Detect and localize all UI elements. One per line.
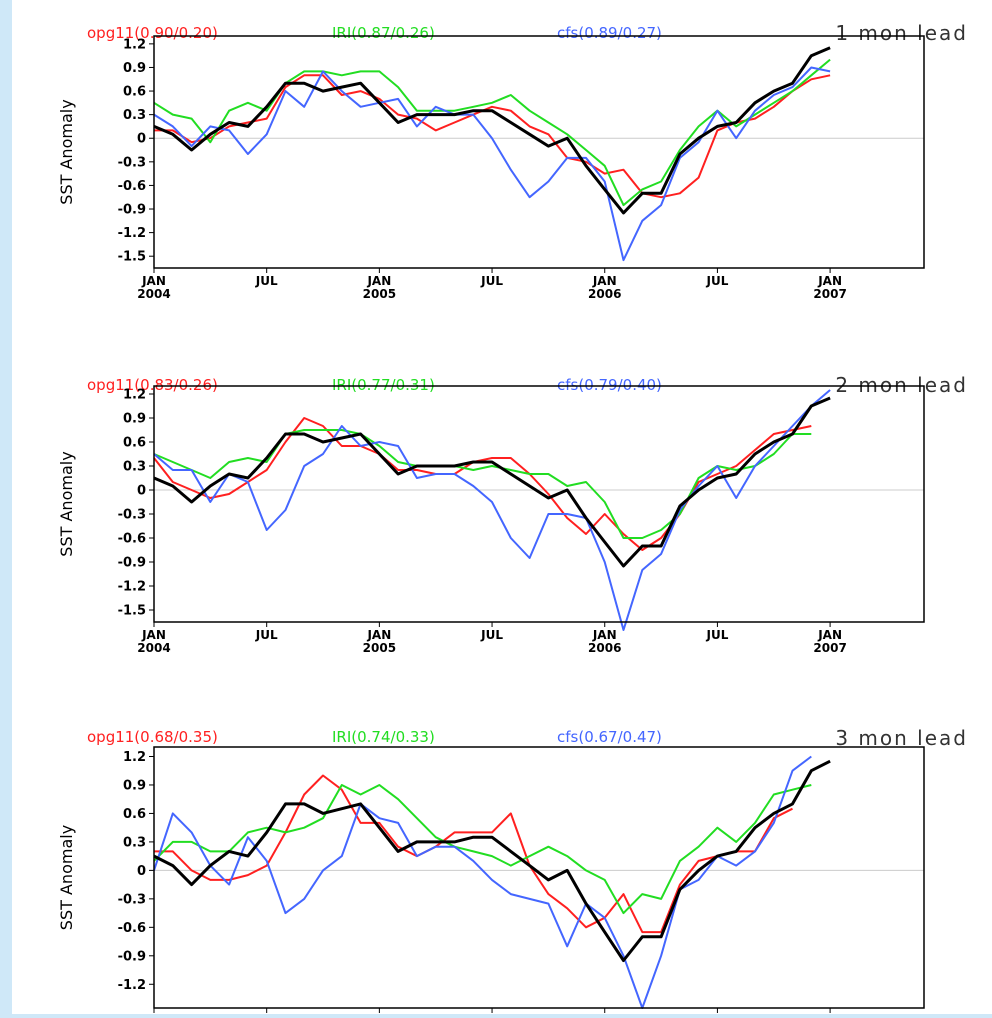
chart-panel-2: opg11(0.83/0.26) IRI(0.77/0.31) cfs(0.79/0… bbox=[57, 373, 968, 655]
legend-IRI: IRI(0.87/0.26) bbox=[332, 24, 435, 42]
series-line-observed bbox=[153, 759, 831, 962]
y-tick-label: 0 bbox=[137, 132, 146, 147]
y-tick-label: 1.2 bbox=[123, 388, 146, 403]
y-tick-label: -0.9 bbox=[118, 949, 146, 964]
y-tick-label: 0.9 bbox=[123, 778, 146, 793]
x-tick-label: JAN bbox=[592, 628, 617, 642]
lead-label: 1 mon lead bbox=[835, 21, 968, 45]
y-tick-label: -0.6 bbox=[118, 921, 146, 936]
series-line-opg11 bbox=[154, 774, 793, 934]
y-tick-label: -0.9 bbox=[118, 203, 146, 218]
y-tick-label: 0.3 bbox=[123, 835, 146, 850]
x-tick-label: JAN bbox=[141, 628, 166, 642]
chart-panel-3: opg11(0.68/0.35) IRI(0.74/0.33) cfs(0.67/0… bbox=[57, 726, 968, 1018]
y-tick-label: 0.9 bbox=[123, 61, 146, 76]
y-tick-label: -0.3 bbox=[118, 508, 146, 523]
y-tick-label: -0.3 bbox=[118, 155, 146, 170]
x-tick-label: JAN bbox=[366, 274, 391, 288]
x-tick-year: 2005 bbox=[363, 641, 396, 655]
x-tick-label: JAN bbox=[817, 628, 842, 642]
y-tick-label: 0.3 bbox=[123, 460, 146, 475]
y-tick-label: 1.2 bbox=[123, 37, 146, 52]
x-tick-label: JAN bbox=[366, 628, 391, 642]
plot-frame bbox=[153, 385, 925, 623]
lead-label: 3 mon lead bbox=[835, 726, 968, 750]
series-line-IRI bbox=[153, 58, 831, 207]
y-tick-label: 1.2 bbox=[123, 750, 146, 765]
y-tick-label: 0.6 bbox=[123, 85, 146, 100]
series-line-observed bbox=[153, 46, 831, 215]
series-line-IRI bbox=[153, 429, 812, 539]
y-axis-label: SST Anomaly bbox=[57, 99, 76, 204]
y-tick-label: -1.2 bbox=[118, 226, 146, 241]
x-tick-year: 2004 bbox=[137, 641, 170, 655]
series-line-cfs bbox=[153, 389, 831, 631]
chart-panel-1: opg11(0.90/0.20) IRI(0.87/0.26) cfs(0.89/0… bbox=[57, 21, 968, 301]
series-line-cfs bbox=[153, 66, 831, 262]
y-tick-label: -0.6 bbox=[118, 532, 146, 547]
lead-label: 2 mon lead bbox=[835, 373, 968, 397]
series-line-cfs bbox=[153, 755, 812, 1009]
y-tick-label: -0.3 bbox=[118, 892, 146, 907]
sst-forecast-figure: opg11(0.90/0.20) IRI(0.87/0.26) cfs(0.89/0… bbox=[57, 21, 968, 1018]
plot-frame bbox=[153, 746, 925, 1009]
legend-opg11: opg11(0.90/0.20) bbox=[87, 24, 218, 42]
y-tick-label: 0.3 bbox=[123, 108, 146, 123]
x-tick-label: JUL bbox=[255, 628, 278, 642]
series-line-IRI bbox=[153, 784, 812, 915]
y-tick-label: 0.9 bbox=[123, 412, 146, 427]
legend-cfs: cfs(0.79/0.40) bbox=[557, 376, 662, 394]
y-tick-label: -0.6 bbox=[118, 179, 146, 194]
x-tick-label: JAN bbox=[141, 274, 166, 288]
y-tick-label: -1.2 bbox=[118, 978, 146, 993]
legend-IRI: IRI(0.77/0.31) bbox=[332, 376, 435, 394]
legend-opg11: opg11(0.68/0.35) bbox=[87, 728, 218, 746]
legend-cfs: cfs(0.89/0.27) bbox=[557, 24, 662, 42]
y-tick-label: -0.9 bbox=[118, 556, 146, 571]
legend-cfs: cfs(0.67/0.47) bbox=[557, 728, 662, 746]
x-tick-year: 2005 bbox=[363, 287, 396, 301]
x-tick-label: JUL bbox=[480, 274, 503, 288]
x-tick-label: JUL bbox=[705, 628, 728, 642]
y-tick-label: 0.6 bbox=[123, 436, 146, 451]
y-tick-label: 0.6 bbox=[123, 807, 146, 822]
x-tick-year: 2006 bbox=[588, 641, 621, 655]
series-line-opg11 bbox=[154, 74, 831, 199]
y-axis-label: SST Anomaly bbox=[57, 451, 76, 556]
x-tick-label: JUL bbox=[255, 274, 278, 288]
y-tick-label: -1.2 bbox=[118, 580, 146, 595]
x-tick-label: JUL bbox=[480, 628, 503, 642]
x-tick-label: JUL bbox=[705, 274, 728, 288]
y-tick-label: 0 bbox=[137, 484, 146, 499]
x-tick-year: 2007 bbox=[813, 641, 846, 655]
y-tick-label: -1.5 bbox=[118, 604, 146, 619]
x-tick-year: 2006 bbox=[588, 287, 621, 301]
figure-page: opg11(0.90/0.20) IRI(0.87/0.26) cfs(0.89/0… bbox=[12, 0, 992, 1018]
series-line-opg11 bbox=[153, 417, 812, 551]
y-tick-label: 0 bbox=[137, 864, 146, 879]
x-tick-year: 2007 bbox=[813, 287, 846, 301]
plot-frame bbox=[153, 35, 925, 269]
series-line-observed bbox=[153, 396, 831, 568]
y-axis-label: SST Anomaly bbox=[57, 825, 76, 930]
y-tick-label: -1.5 bbox=[118, 250, 146, 265]
x-tick-year: 2004 bbox=[137, 287, 170, 301]
x-tick-label: JAN bbox=[817, 274, 842, 288]
x-tick-label: JAN bbox=[592, 274, 617, 288]
legend-IRI: IRI(0.74/0.33) bbox=[332, 728, 435, 746]
legend-opg11: opg11(0.83/0.26) bbox=[87, 376, 218, 394]
